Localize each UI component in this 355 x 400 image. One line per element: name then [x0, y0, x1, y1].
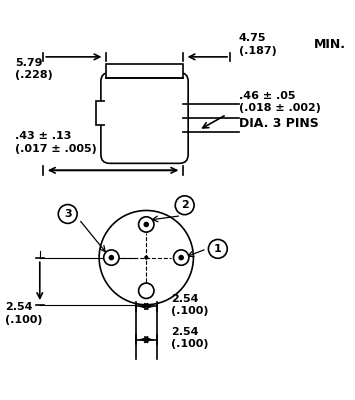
- Bar: [106, 64, 183, 78]
- Circle shape: [104, 250, 119, 265]
- Text: 5.79
(.228): 5.79 (.228): [15, 58, 53, 80]
- Text: 4.75
(.187): 4.75 (.187): [239, 34, 277, 56]
- Circle shape: [99, 210, 193, 305]
- Circle shape: [179, 255, 184, 260]
- Circle shape: [174, 250, 189, 265]
- Circle shape: [144, 256, 148, 260]
- Text: 3: 3: [64, 209, 71, 219]
- Circle shape: [143, 222, 149, 227]
- Text: DIA. 3 PINS: DIA. 3 PINS: [239, 117, 318, 130]
- Text: 2.54
(.100): 2.54 (.100): [5, 302, 42, 325]
- Text: 2.54
(.100): 2.54 (.100): [171, 294, 208, 316]
- Text: .46 ± .05
(.018 ± .002): .46 ± .05 (.018 ± .002): [239, 91, 321, 114]
- Text: 1: 1: [214, 244, 222, 254]
- Circle shape: [58, 204, 77, 223]
- Circle shape: [175, 196, 194, 215]
- Bar: [95, 100, 106, 125]
- Text: 2: 2: [181, 200, 189, 210]
- Text: MIN.: MIN.: [314, 38, 346, 51]
- Circle shape: [138, 283, 154, 298]
- Circle shape: [109, 255, 114, 260]
- Circle shape: [138, 217, 154, 232]
- Text: .43 ± .13
(.017 ± .005): .43 ± .13 (.017 ± .005): [15, 131, 97, 154]
- FancyBboxPatch shape: [101, 72, 188, 163]
- Text: 2.54
(.100): 2.54 (.100): [171, 327, 208, 349]
- Circle shape: [208, 240, 227, 258]
